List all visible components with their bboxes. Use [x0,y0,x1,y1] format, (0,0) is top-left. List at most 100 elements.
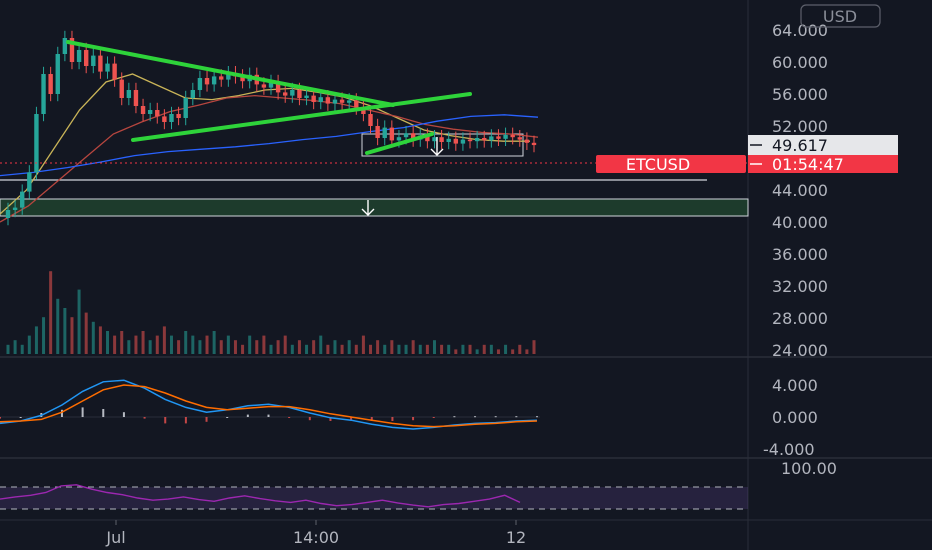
candle-body [474,138,480,142]
volume-bar [169,335,173,354]
volume-bar [290,344,294,354]
candle-body [283,92,288,96]
candle-body [517,137,522,140]
candle-body [403,133,409,138]
macd-histogram-bar [60,409,63,417]
price-tick-label: 32.000 [772,277,828,296]
volume-bar [326,344,330,354]
candle-body [112,63,117,80]
macd-histogram-bar [122,412,125,417]
candle-body [91,55,96,66]
price-axis[interactable]: 64.00060.00056.00052.00048.00044.00040.0… [763,21,837,478]
ma-red-line [0,94,539,223]
macd-indicator [0,379,540,430]
candle-body [382,127,387,138]
volume-bar [198,340,202,354]
macd-histogram-bar [494,416,497,418]
volume-bar [390,340,394,354]
candle-body [375,126,380,138]
candle-body [446,138,451,142]
volume-bar [496,349,500,354]
candle-body [27,172,32,192]
price-tick-label: 24.000 [772,341,828,360]
currency-button-label: USD [823,7,857,26]
down-arrow-icon [430,137,444,156]
volume-bar [248,335,252,354]
volume-bar [376,340,380,354]
volume-bar [440,344,444,354]
candle-body [119,79,124,98]
volume-bar [347,340,351,354]
candle-body [12,207,18,210]
volume-bar [141,331,145,354]
candle-body [62,38,68,54]
price-line-value: 49.617 [772,136,828,155]
macd-histogram-bar [143,417,146,419]
candle-body [105,63,110,72]
volume-bar [177,340,181,354]
volume-bar [70,317,74,354]
candle-body [147,110,153,114]
candle-body [489,136,494,141]
volume-bar [77,289,81,354]
ma-blue-line [0,114,539,177]
volume-bar [184,331,188,354]
trendline-channel[interactable] [365,132,434,155]
candle-body [453,138,459,144]
volume-bar [127,340,131,354]
symbol-badge[interactable]: ETCUSD [596,155,746,174]
trendline-lower[interactable] [131,92,472,142]
candle-body [524,139,530,143]
candle-body [396,137,402,141]
volume-bar [276,340,280,354]
candle-body [460,139,466,144]
candle-body [34,114,39,173]
time-tick-label: Jul [105,528,125,547]
volume-bar [532,340,536,354]
candle-body [439,137,444,142]
volume-bar [20,344,24,354]
candle-body [290,90,295,96]
volume-bar [397,344,401,354]
macd-histogram-bar [308,417,311,421]
macd-histogram-bar [267,414,270,417]
candle-body [346,100,352,103]
volume-bar [475,349,479,354]
candle-body [325,97,331,104]
candle-body [311,95,316,102]
volume-bar [369,344,373,354]
macd-histogram-bar [288,417,291,418]
macd-tick-label: -4.000 [763,440,815,459]
candle-body [126,90,132,98]
macd-histogram-bar [0,417,1,419]
candle-body [5,210,11,218]
volume-bar [63,308,67,354]
volume-bar [489,344,493,354]
volume-bar [312,340,316,354]
down-arrow-icon [361,200,375,216]
volume-bar [255,340,259,354]
volume-bar [411,340,415,354]
macd-signal-line [0,384,538,428]
candle-body [226,73,231,80]
time-tick-label: 12 [506,528,526,547]
candle-body [219,76,224,80]
candle-body [20,191,25,208]
volume-bar [212,331,216,354]
time-axis[interactable]: Jul 14:00 12 [105,520,526,547]
candle-body [339,99,345,103]
volume-bar [432,340,436,354]
candle-body [197,78,203,90]
candle-body [48,74,53,94]
macd-histogram-bar [184,417,187,424]
volume-bar [511,349,515,354]
volume-bar [219,340,223,354]
volume-bar [468,344,472,354]
volume-bar [34,326,38,354]
support-zone-box[interactable] [0,198,749,217]
currency-button[interactable]: USD [800,4,881,28]
candle-body [169,114,174,122]
volume-bar [525,349,529,354]
trendline-upper[interactable] [66,40,395,107]
